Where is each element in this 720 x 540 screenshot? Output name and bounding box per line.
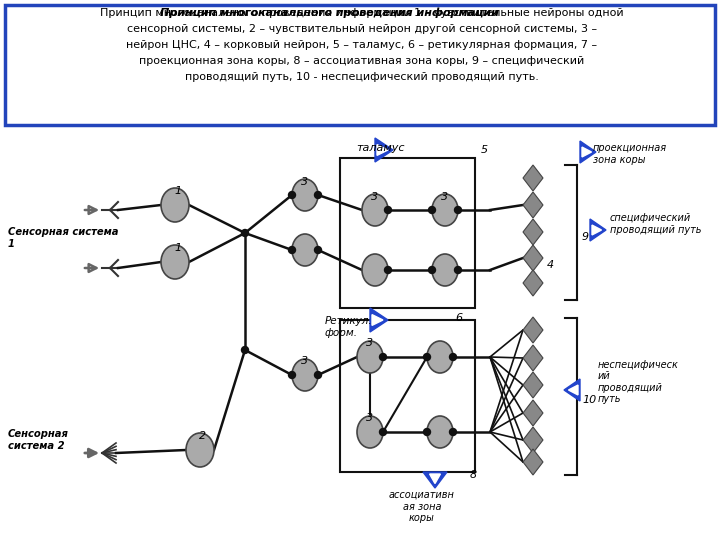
Text: ассоциативн
ая зона
коры: ассоциативн ая зона коры <box>389 490 455 523</box>
Text: 5: 5 <box>481 145 488 155</box>
Polygon shape <box>569 385 578 395</box>
Ellipse shape <box>161 245 189 279</box>
Text: 4: 4 <box>547 260 554 270</box>
Ellipse shape <box>362 194 388 226</box>
Text: Сенсорная система
1: Сенсорная система 1 <box>8 227 119 249</box>
Text: Сенсорная
система 2: Сенсорная система 2 <box>8 429 69 451</box>
Text: 1: 1 <box>174 186 181 196</box>
Ellipse shape <box>427 416 453 448</box>
Polygon shape <box>523 219 543 245</box>
Text: 10: 10 <box>582 395 596 405</box>
Circle shape <box>289 372 295 379</box>
Ellipse shape <box>292 179 318 211</box>
Polygon shape <box>523 400 543 426</box>
Circle shape <box>379 429 387 435</box>
Circle shape <box>315 246 322 253</box>
Ellipse shape <box>432 194 458 226</box>
Circle shape <box>315 192 322 199</box>
Text: 3: 3 <box>302 356 309 366</box>
Circle shape <box>379 354 387 361</box>
Text: специфический
проводящий путь: специфический проводящий путь <box>610 213 701 235</box>
Text: 3: 3 <box>366 413 374 423</box>
Polygon shape <box>592 225 601 235</box>
Text: Принцип многоканального проведения информации: Принцип многоканального проведения инфор… <box>160 8 499 18</box>
Bar <box>340 320 475 472</box>
Circle shape <box>384 267 392 273</box>
Circle shape <box>315 372 322 379</box>
Polygon shape <box>580 141 596 163</box>
Text: 3: 3 <box>441 192 449 202</box>
Text: 9: 9 <box>582 232 589 242</box>
Polygon shape <box>564 379 580 401</box>
Text: Принцип многоканального проведения информации 1 – чувствительные нейроны одной: Принцип многоканального проведения инфор… <box>100 8 624 18</box>
Text: проекционная
зона коры: проекционная зона коры <box>593 143 667 165</box>
Ellipse shape <box>357 416 383 448</box>
Text: 2: 2 <box>199 431 207 441</box>
Polygon shape <box>423 472 447 488</box>
Text: 8: 8 <box>470 470 477 480</box>
Circle shape <box>428 206 436 213</box>
Text: неспецифическ
ий
проводящий
путь: неспецифическ ий проводящий путь <box>598 360 679 404</box>
Circle shape <box>449 429 456 435</box>
Text: 3: 3 <box>372 192 379 202</box>
Text: проводящий путь, 10 - неспецифический проводящий путь.: проводящий путь, 10 - неспецифический пр… <box>185 72 539 82</box>
Circle shape <box>423 354 431 361</box>
Text: сенсорной системы, 2 – чувствительный нейрон другой сенсорной системы, 3 –: сенсорной системы, 2 – чувствительный не… <box>127 24 597 34</box>
Text: 3: 3 <box>302 177 309 187</box>
Ellipse shape <box>292 234 318 266</box>
Ellipse shape <box>432 254 458 286</box>
Ellipse shape <box>186 433 214 467</box>
Circle shape <box>241 347 248 354</box>
Ellipse shape <box>161 188 189 222</box>
Circle shape <box>289 246 295 253</box>
Ellipse shape <box>427 341 453 373</box>
Polygon shape <box>370 308 388 332</box>
Polygon shape <box>590 219 606 241</box>
Text: 1: 1 <box>174 243 181 253</box>
Circle shape <box>449 354 456 361</box>
Text: таламус: таламус <box>356 143 404 153</box>
Text: Ретикул.
форм.: Ретикул. форм. <box>325 316 373 338</box>
Polygon shape <box>523 192 543 218</box>
Polygon shape <box>523 317 543 343</box>
Ellipse shape <box>292 359 318 391</box>
Polygon shape <box>523 427 543 453</box>
Ellipse shape <box>362 254 388 286</box>
Polygon shape <box>372 315 383 326</box>
Circle shape <box>241 230 248 237</box>
Circle shape <box>428 267 436 273</box>
Polygon shape <box>430 474 441 483</box>
Bar <box>5 5 715 125</box>
Text: проекционная зона коры, 8 – ассоциативная зона коры, 9 – специфический: проекционная зона коры, 8 – ассоциативна… <box>140 56 585 66</box>
Text: нейрон ЦНС, 4 – корковый нейрон, 5 – таламус, 6 – ретикулярная формация, 7 –: нейрон ЦНС, 4 – корковый нейрон, 5 – тал… <box>127 40 598 50</box>
Polygon shape <box>523 449 543 475</box>
Text: 3: 3 <box>366 338 374 348</box>
Polygon shape <box>375 138 393 162</box>
Polygon shape <box>377 145 388 156</box>
Polygon shape <box>523 165 543 191</box>
Ellipse shape <box>357 341 383 373</box>
Circle shape <box>384 206 392 213</box>
Circle shape <box>423 429 431 435</box>
Text: 6: 6 <box>455 313 462 323</box>
Bar <box>340 158 475 308</box>
Polygon shape <box>523 270 543 296</box>
Circle shape <box>289 192 295 199</box>
Polygon shape <box>523 345 543 371</box>
Polygon shape <box>582 147 592 157</box>
Circle shape <box>454 267 462 273</box>
Polygon shape <box>523 372 543 398</box>
Circle shape <box>454 206 462 213</box>
Polygon shape <box>523 245 543 271</box>
